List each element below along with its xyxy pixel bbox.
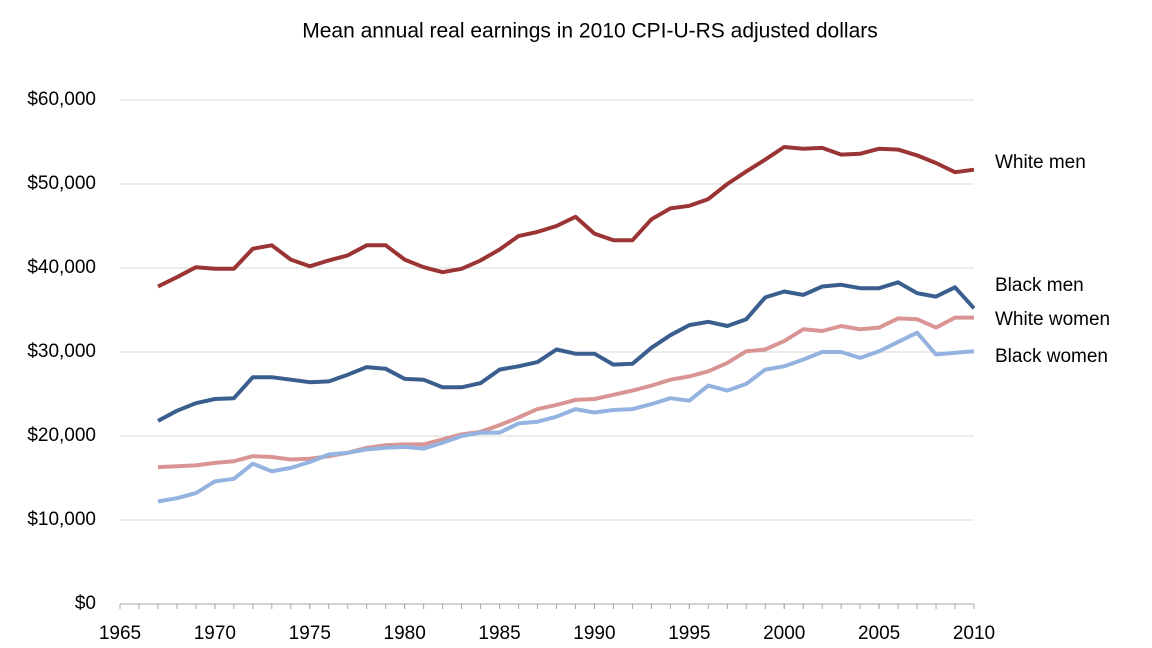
x-tick-label: 2000 [763,623,805,644]
series-label: Black women [995,346,1108,367]
x-tick-label: 1990 [573,623,615,644]
x-tick-label: 1970 [194,623,236,644]
x-tick-label: 1985 [478,623,520,644]
series-line [157,315,974,470]
x-tick-label: 1975 [289,623,331,644]
series-line [157,280,976,423]
series-line [157,330,975,504]
x-tick-label: 2010 [953,623,995,644]
x-tick-label: 1980 [384,623,426,644]
y-tick-label: $30,000 [27,341,96,362]
x-tick-label: 2005 [858,623,900,644]
series-label: Black men [995,275,1084,296]
x-tick-label: 1965 [99,623,141,644]
y-tick-label: $20,000 [27,425,96,446]
series-label: White men [995,152,1086,173]
y-tick-label: $10,000 [27,509,96,530]
y-tick-label: $0 [75,593,96,614]
y-tick-label: $60,000 [27,89,96,110]
series-label: White women [995,309,1110,330]
x-tick-label: 1995 [668,623,710,644]
chart-title: Mean annual real earnings in 2010 CPI-U-… [302,20,878,43]
y-tick-label: $40,000 [27,257,96,278]
series-line [157,145,975,289]
y-tick-label: $50,000 [27,173,96,194]
